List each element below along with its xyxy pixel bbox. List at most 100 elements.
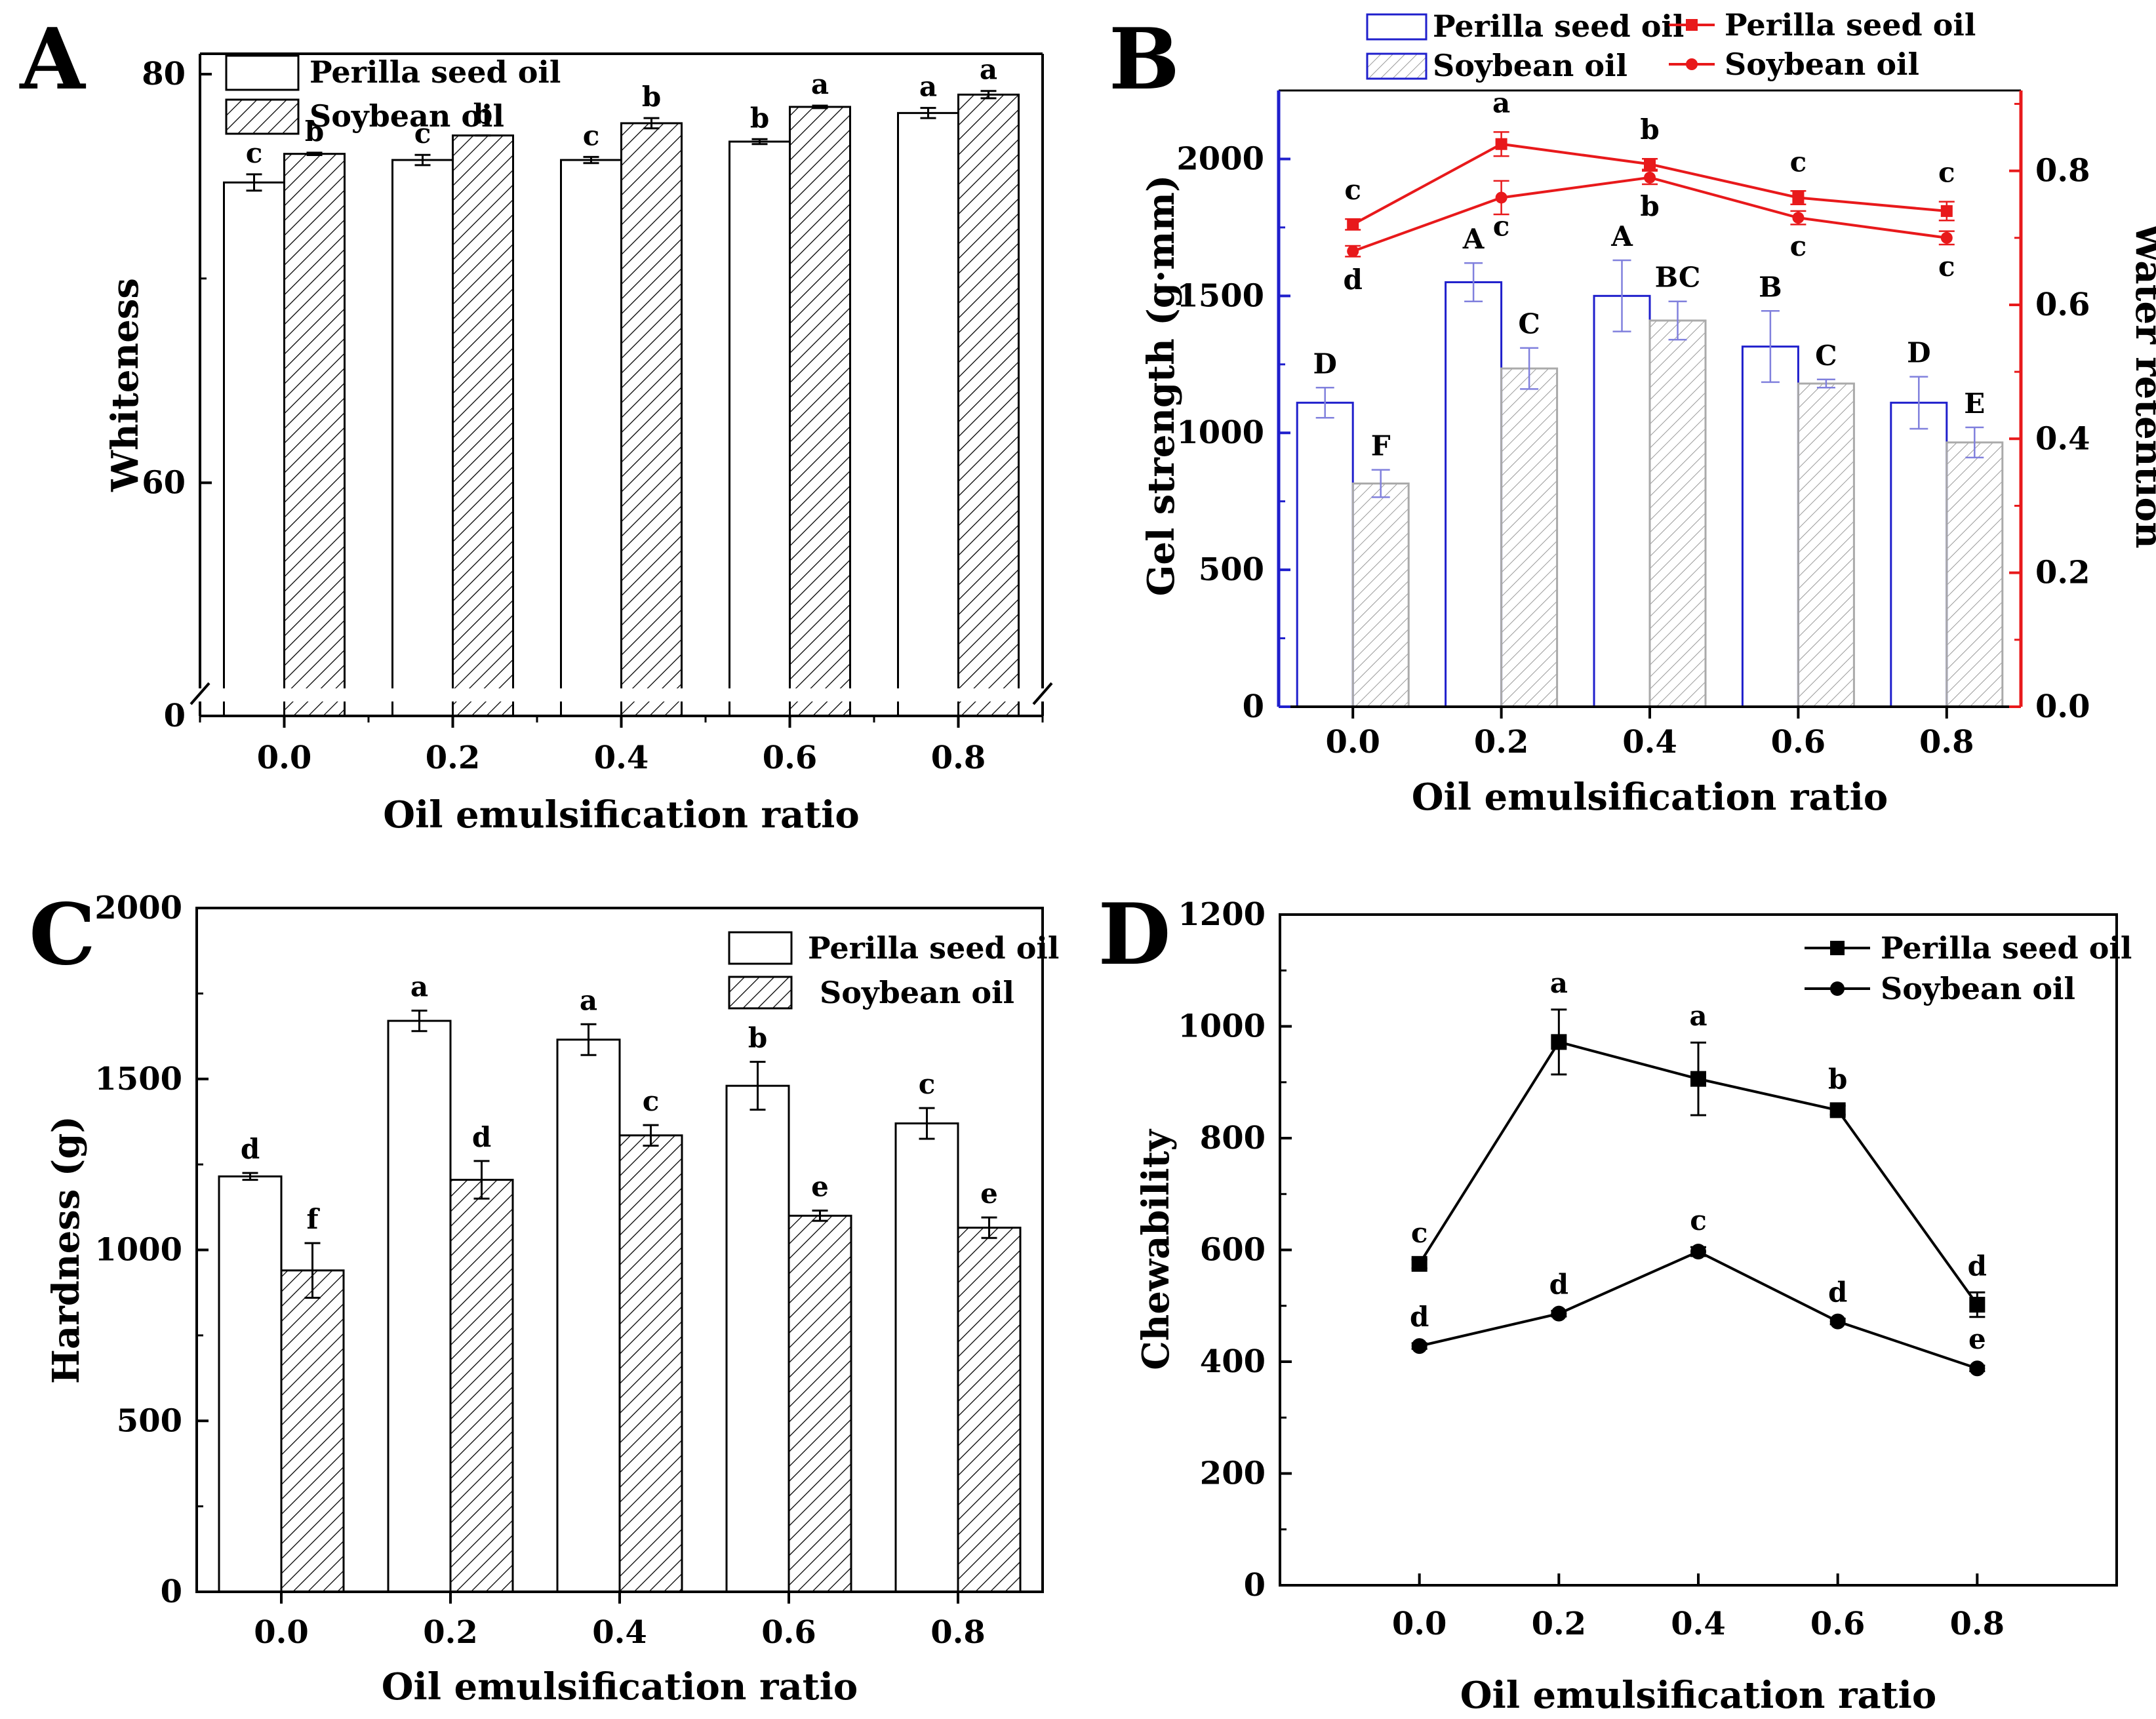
sig-letter-b-0-1: A [1462, 223, 1485, 255]
axis-break-mark-right [1032, 682, 1053, 705]
sig-letter-a-1-1: b [473, 98, 492, 130]
axis-break-mark-left [190, 682, 210, 705]
sig-letter-a-1-0: b [305, 115, 324, 148]
sig-letter-b-2-4: c [1938, 157, 1955, 189]
sig-letter-b-3-2: b [1640, 190, 1659, 222]
y-right-tick-label-b: 0.2 [2035, 555, 2090, 591]
sig-letter-b-0-3: B [1759, 271, 1782, 303]
sig-letter-a-0-3: b [750, 102, 769, 134]
legend-marker-d-perilla [1830, 941, 1845, 955]
panel-a: Ac c c b a b b b a a 0 60 80 0.0 0.2 0.4 0.6 0.8 Oil emuls… [19, 10, 1069, 837]
legend-swatch-b-soybean-bar [1366, 52, 1427, 80]
bar-b-soybean-2 [1648, 319, 1707, 708]
sig-letter-c-1-1: d [472, 1121, 491, 1153]
y-tick-label-c: 500 [117, 1402, 182, 1439]
marker-d-perilla-3 [1829, 1102, 1846, 1118]
bar-b-soybean-1 [1500, 367, 1559, 708]
panel-c: Cd a a b c f d c e e 0 500 1000 1500 2000 0.0 0.2 0.4 0.6 0… [29, 886, 1059, 1709]
bar-b-perilla-0 [1296, 401, 1354, 708]
sig-letter-d-0-3: b [1828, 1063, 1847, 1096]
sig-letter-c-0-3: b [748, 1022, 767, 1054]
x-tick-label-d: 0.4 [1671, 1606, 1726, 1642]
panel-label-b: B [1109, 10, 1180, 109]
panel-label-a: A [19, 10, 86, 109]
legend-swatch-c-perilla [728, 931, 793, 965]
y-tick-label-d: 0 [1244, 1567, 1266, 1604]
sig-letter-b-3-3: c [1790, 230, 1807, 262]
sig-letter-c-1-3: e [811, 1171, 829, 1203]
bar-a-soybean-0 [283, 153, 346, 717]
y-tick-label-c: 2000 [94, 890, 182, 926]
bar-c-perilla-3 [725, 1084, 790, 1593]
sig-letter-d-0-4: d [1968, 1250, 1987, 1282]
legend-label-b-perilla-bar: Perilla seed oil [1433, 9, 1684, 44]
bar-c-perilla-1 [387, 1019, 452, 1593]
bar-a-perilla-0 [223, 181, 285, 717]
y-tick-label-c: 1000 [94, 1232, 182, 1269]
legend-label-b-soybean-bar: Soybean oil [1433, 48, 1627, 83]
y-tick-label-a: 0 [164, 698, 186, 734]
marker-b-soybean-3 [1792, 212, 1805, 224]
marker-d-soybean-0 [1411, 1338, 1427, 1354]
sig-letter-a-0-2: c [583, 119, 600, 151]
bar-c-soybean-1 [449, 1179, 514, 1593]
marker-b-perilla-0 [1347, 218, 1359, 231]
x-tick-label-d: 0.6 [1810, 1606, 1866, 1642]
bar-a-soybean-4 [957, 93, 1020, 717]
sig-letter-b-3-0: d [1344, 264, 1363, 296]
legend-label-soybean: Soybean oil [309, 98, 504, 134]
sig-letter-a-0-4: a [919, 71, 937, 103]
panel-label-d: D [1098, 886, 1171, 984]
bar-a-perilla-3 [729, 140, 791, 717]
marker-b-perilla-4 [1940, 205, 1953, 217]
bar-c-perilla-4 [894, 1122, 959, 1593]
sig-letter-b-1-2: BC [1655, 262, 1701, 294]
marker-d-perilla-2 [1690, 1071, 1706, 1087]
legend-marker-d-soybean [1830, 981, 1845, 996]
y-right-tick-label-b: 0.6 [2035, 286, 2090, 323]
marker-b-soybean-2 [1644, 171, 1656, 184]
line-d-soybean [1419, 1250, 1978, 1370]
y-tick-label-d: 1200 [1178, 896, 1266, 933]
bar-b-perilla-2 [1593, 294, 1651, 708]
x-tick-label-b: 0.6 [1771, 724, 1826, 761]
y-tick-label-a: 80 [142, 56, 186, 92]
bar-b-soybean-0 [1351, 483, 1410, 708]
panel-b: B D A A B D F C BC C Ec a b c c d c b c c 0 500 1000 1500 2000 0.… [1109, 7, 2156, 819]
x-axis-title-b: Oil emulsification ratio [1412, 776, 1888, 819]
legend-label-b-soybean-line: Soybean oil [1725, 47, 1919, 82]
sig-letter-c-1-4: e [980, 1177, 998, 1210]
sig-letter-b-1-0: F [1371, 430, 1391, 462]
legend-swatch-soybean [225, 98, 300, 135]
x-axis-title-c: Oil emulsification ratio [382, 1665, 858, 1709]
marker-d-perilla-0 [1411, 1255, 1427, 1272]
marker-d-soybean-1 [1551, 1305, 1567, 1322]
y-tick-label-b: 2000 [1176, 140, 1264, 177]
panel-label-c: C [29, 886, 96, 984]
sig-letter-b-3-4: c [1938, 250, 1955, 283]
y-tick-label-d: 600 [1200, 1232, 1266, 1269]
sig-letter-c-1-2: c [643, 1085, 660, 1117]
legend-label-perilla: Perilla seed oil [309, 54, 561, 90]
y-tick-label-c: 1500 [94, 1061, 182, 1097]
sig-letter-c-0-2: a [580, 984, 597, 1016]
marker-d-perilla-4 [1969, 1297, 1986, 1313]
y-axis-title-a: Whiteness [104, 278, 147, 492]
sig-letter-d-0-2: a [1689, 1000, 1707, 1032]
x-tick-label-a: 0.0 [257, 740, 312, 776]
bar-a-perilla-4 [897, 111, 959, 717]
y-axis-title-b: Gel strength (g·mm) [1140, 175, 1183, 597]
sig-letter-b-3-1: c [1493, 210, 1510, 242]
x-tick-label-c: 0.2 [423, 1614, 478, 1651]
bar-a-soybean-2 [620, 122, 683, 717]
x-tick-label-b: 0.8 [1919, 724, 1974, 761]
bar-b-perilla-1 [1445, 281, 1503, 708]
sig-letter-b-2-2: b [1640, 113, 1659, 146]
bar-b-perilla-3 [1741, 346, 1799, 708]
x-tick-label-b: 0.0 [1325, 724, 1380, 761]
marker-d-soybean-3 [1829, 1313, 1846, 1330]
marker-b-soybean-0 [1347, 245, 1359, 258]
y-axis-title-right-b: Water retention [2127, 222, 2156, 548]
bar-a-soybean-1 [452, 134, 514, 717]
marker-b-perilla-2 [1644, 158, 1656, 170]
